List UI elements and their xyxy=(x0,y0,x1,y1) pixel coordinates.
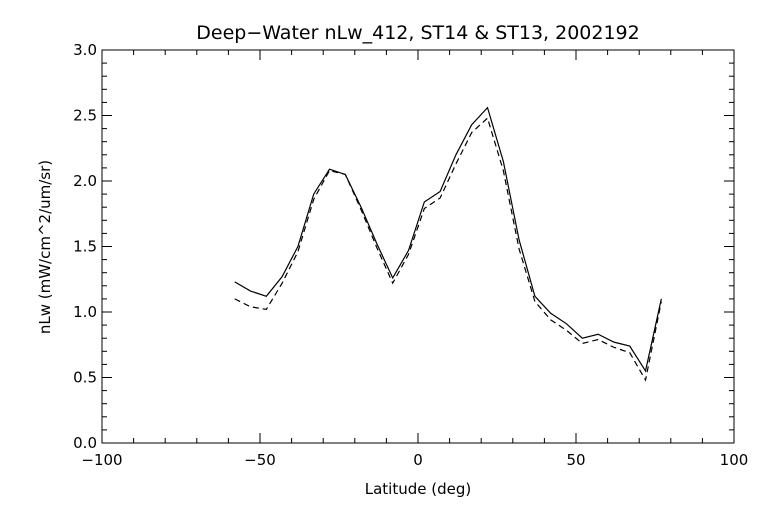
y-tick-label: 1.0 xyxy=(73,303,97,321)
x-tick-label: −100 xyxy=(81,451,122,469)
x-tick-label: 100 xyxy=(720,451,749,469)
x-tick-label: 50 xyxy=(566,451,585,469)
plot-frame xyxy=(101,49,735,444)
y-tick-label: 0.5 xyxy=(73,369,97,387)
series-dashed-line xyxy=(234,117,662,382)
y-tick-label: 2.0 xyxy=(73,172,97,190)
y-tick-label: 2.5 xyxy=(73,107,97,125)
x-tick-label: −50 xyxy=(244,451,276,469)
y-tick-label: 0.0 xyxy=(73,434,97,452)
axis-ticks xyxy=(101,49,735,444)
y-axis-label: nLw (mW/cm^2/um/sr) xyxy=(36,160,54,334)
axis-tick-labels: −100 −50 0 50 100 0.0 0.5 1.0 1.5 2.0 2.5 3.0 xyxy=(73,41,748,469)
y-tick-label: 3.0 xyxy=(73,41,97,59)
y-tick-label: 1.5 xyxy=(73,238,97,256)
series-solid-line xyxy=(234,106,662,373)
series-layer xyxy=(234,106,662,382)
chart-title: Deep−Water nLw_412, ST14 & ST13, 2002192 xyxy=(196,22,640,44)
x-tick-label: 0 xyxy=(413,451,423,469)
x-axis-label: Latitude (deg) xyxy=(365,480,471,498)
